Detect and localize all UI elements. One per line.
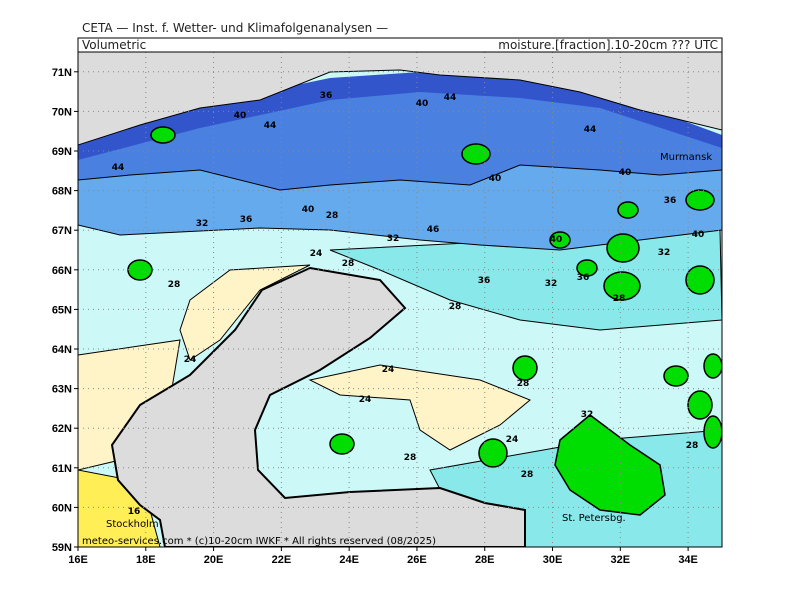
contour-label: 40 <box>619 168 632 178</box>
contour-label: 36 <box>577 273 590 283</box>
lon-label: 20E <box>204 554 224 566</box>
contour-label: 32 <box>581 410 594 420</box>
contour-label: 28 <box>613 294 626 304</box>
lat-label: 68N <box>52 186 72 198</box>
institute: CETA — Inst. f. Wetter- und Klimafolgena… <box>82 21 388 35</box>
map-frame <box>77 51 723 548</box>
graticule <box>74 52 722 551</box>
contour-label: 44 <box>444 93 457 103</box>
lon-label: 34E <box>678 554 698 566</box>
map-field <box>78 52 722 547</box>
contour-label: 28 <box>342 259 355 269</box>
contour-label: 24 <box>506 435 519 445</box>
contour-label: 28 <box>686 441 699 451</box>
contour-label: 32 <box>196 219 209 229</box>
lat-label: 70N <box>52 106 72 118</box>
contour-label: 28 <box>404 453 417 463</box>
contour-label: 32 <box>545 279 558 289</box>
lat-label: 66N <box>52 265 72 277</box>
contour-label: 28 <box>449 302 462 312</box>
lon-label: 30E <box>543 554 563 566</box>
lat-label: 71N <box>52 67 72 79</box>
place-label: St. Petersbg. <box>562 513 626 524</box>
lon-label: 16E <box>68 554 88 566</box>
lon-label: 18E <box>136 554 156 566</box>
contour-label: 32 <box>658 248 671 258</box>
contour-label: 40 <box>302 205 315 215</box>
contour-label: 36 <box>664 196 677 206</box>
contour-label: 28 <box>521 470 534 480</box>
contour-label: 24 <box>359 395 372 405</box>
place-label: Murmansk <box>660 152 712 163</box>
field: moisture.[fraction].10-20cm ??? UTC <box>498 38 718 52</box>
contour-label: 24 <box>184 355 197 365</box>
contour-label: 44 <box>112 163 125 173</box>
contour-label: 40 <box>550 235 563 245</box>
footer: meteo-services.com * (c)10-20cm IWKF * A… <box>82 536 436 547</box>
lat-label: 63N <box>52 384 72 396</box>
contour-label: 28 <box>168 280 181 290</box>
contour-label: 16 <box>128 507 141 517</box>
contour-label: 44 <box>264 121 277 131</box>
lon-label: 24E <box>339 554 359 566</box>
contour-label: 40 <box>692 230 705 240</box>
contour-label: 24 <box>382 365 395 375</box>
lon-label: 32E <box>611 554 631 566</box>
contour-label: 40 <box>234 111 247 121</box>
lat-label: 62N <box>52 423 72 435</box>
lat-label: 69N <box>52 146 72 158</box>
lat-label: 59N <box>52 542 72 554</box>
lat-label: 64N <box>52 344 72 356</box>
contour-label: 36 <box>478 276 491 286</box>
place-label: Stockholm <box>106 519 159 530</box>
contour-label: 36 <box>240 215 253 225</box>
lon-label: 28E <box>475 554 495 566</box>
lat-label: 67N <box>52 225 72 237</box>
contour-label: 44 <box>584 125 597 135</box>
lat-label: 65N <box>52 304 72 316</box>
variable: Volumetric <box>82 38 146 52</box>
contour-label: 28 <box>326 211 339 221</box>
lat-label: 61N <box>52 463 72 475</box>
contour-label: 40 <box>489 174 502 184</box>
contour-label: 24 <box>310 249 323 259</box>
contour-label: 40 <box>416 99 429 109</box>
lat-label: 60N <box>52 502 72 514</box>
lon-label: 26E <box>407 554 427 566</box>
contour-label: 32 <box>387 234 400 244</box>
contour-label: 28 <box>517 379 530 389</box>
lon-label: 22E <box>272 554 292 566</box>
contour-label: 36 <box>320 91 333 101</box>
contour-label: 46 <box>427 225 440 235</box>
